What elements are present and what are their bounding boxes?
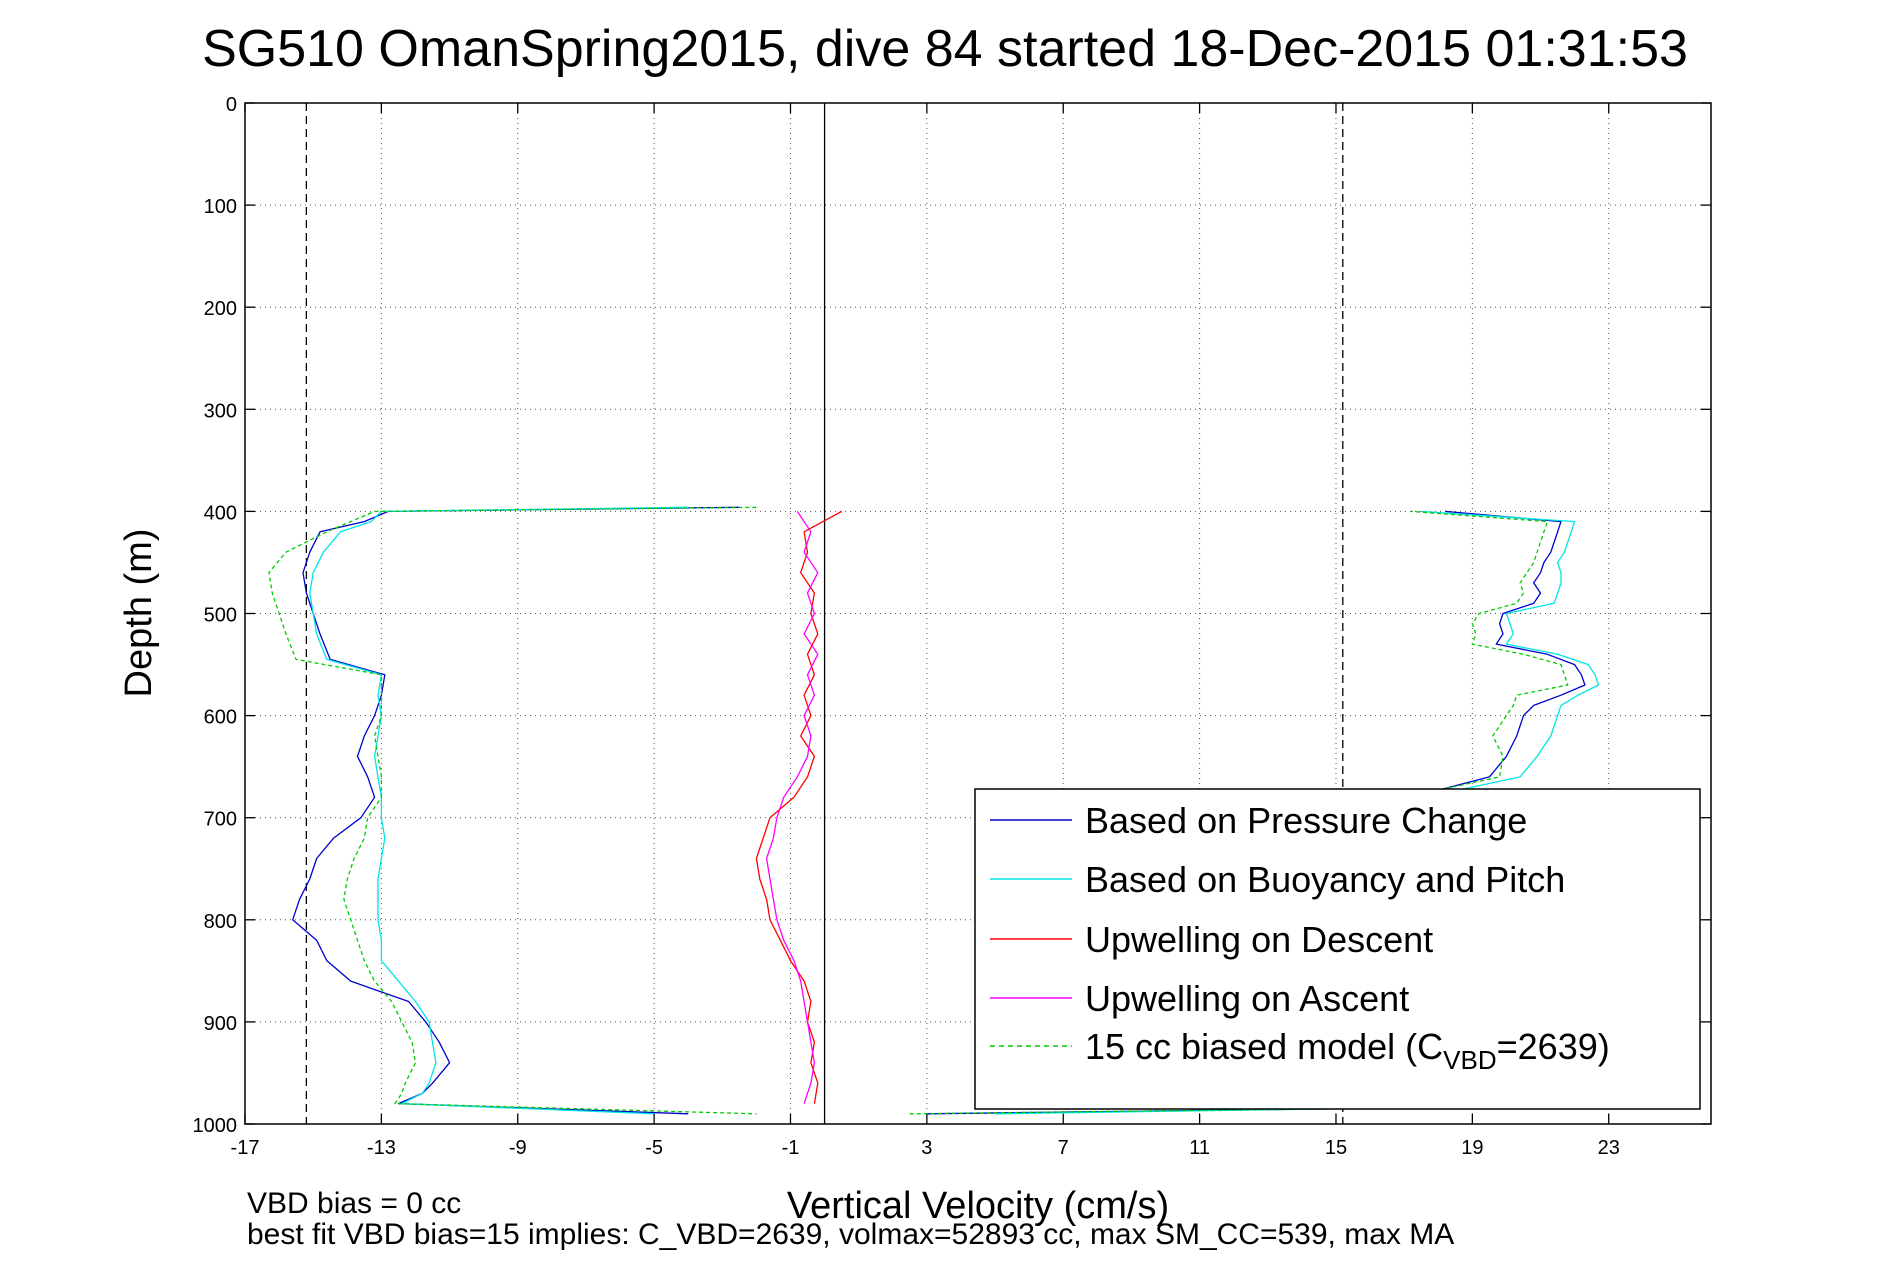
- x-axis-label: Vertical Velocity (cm/s): [787, 1185, 1169, 1227]
- y-tick-label-5: 500: [204, 605, 237, 627]
- legend-box: [974, 788, 1701, 1110]
- x-tick-label-9: 19: [1461, 1137, 1483, 1159]
- x-tick-label-1: -13: [367, 1137, 396, 1159]
- x-axis-ticks: -17 -13 -9 -5 -1 3 7 11 15 19 23: [231, 103, 1620, 1159]
- y-tick-label-8: 800: [204, 911, 237, 933]
- x-tick-label-5: 3: [921, 1137, 932, 1159]
- legend-label-1: Based on Buoyancy and Pitch: [1085, 859, 1565, 900]
- x-tick-label-6: 7: [1058, 1137, 1069, 1159]
- x-tick-label-2: -9: [509, 1137, 527, 1159]
- legend-label-0: Based on Pressure Change: [1085, 800, 1527, 841]
- y-tick-label-4: 400: [204, 502, 237, 524]
- y-axis-ticks: 0 100 200 300 400 500 600 700 800 900 1000: [193, 94, 1711, 1137]
- series-line-4: [268, 506, 757, 1115]
- y-axis-label: Depth (m): [118, 529, 160, 698]
- legend: Based on Pressure Change Based on Buoyanc…: [974, 788, 1701, 1110]
- x-tick-label-0: -17: [231, 1137, 260, 1159]
- x-tick-label-10: 23: [1598, 1137, 1620, 1159]
- x-tick-label-7: 11: [1189, 1137, 1210, 1159]
- y-tick-label-1: 100: [204, 196, 237, 218]
- legend-label-3: Upwelling on Ascent: [1085, 978, 1409, 1019]
- y-tick-label-9: 900: [204, 1013, 237, 1035]
- series-line-1: [309, 506, 689, 1115]
- y-tick-label-2: 200: [204, 298, 237, 320]
- best-fit-note: best fit VBD bias=15 implies: C_VBD=2639…: [247, 1218, 1454, 1251]
- y-tick-label-7: 700: [204, 809, 237, 831]
- y-tick-label-6: 600: [204, 707, 237, 729]
- series-line-3: [765, 511, 819, 1104]
- x-tick-label-4: -1: [782, 1137, 800, 1159]
- series-line-2: [755, 510, 842, 1104]
- legend-label-4: 15 cc biased model (CVBD=2639): [1085, 1026, 1610, 1075]
- y-tick-label-10: 1000: [193, 1115, 238, 1137]
- x-tick-label-8: 15: [1325, 1137, 1347, 1159]
- legend-label-2: Upwelling on Descent: [1085, 919, 1433, 960]
- vbd-bias-note: VBD bias = 0 cc: [247, 1187, 461, 1220]
- y-tick-label-3: 300: [204, 400, 237, 422]
- y-tick-label-0: 0: [226, 94, 237, 116]
- chart-title: SG510 OmanSpring2015, dive 84 started 18…: [202, 20, 1688, 78]
- x-tick-label-3: -5: [645, 1137, 663, 1159]
- series-line-0: [292, 506, 740, 1115]
